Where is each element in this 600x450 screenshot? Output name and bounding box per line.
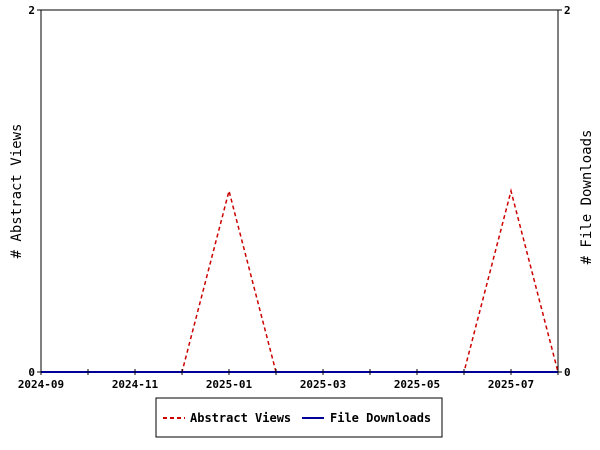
y-axis-title: # Abstract Views (9, 124, 25, 259)
ticks-layer: 2024-09 2024-11 2025-01 2025-03 2025-05 2025-… (18, 4, 571, 391)
y2-axis-title: # File Downloads (579, 130, 595, 265)
x-tick-label: 2025-03 (300, 378, 346, 391)
x-tick-label: 2025-05 (394, 378, 440, 391)
y-tick-label: 2 (28, 4, 35, 17)
legend-label-abstract-views: Abstract Views (190, 411, 291, 425)
series-layer (41, 188, 559, 373)
y-tick-label: 0 (28, 366, 35, 379)
x-tick-label: 2024-11 (112, 378, 159, 391)
legend-box (155, 397, 443, 438)
plot-frame (40, 9, 559, 373)
y2-tick-label: 0 (564, 366, 571, 379)
x-tick-label: 2025-01 (206, 378, 253, 391)
legend: Abstract Views File Downloads (155, 397, 443, 438)
legend-label-file-downloads: File Downloads (330, 411, 431, 425)
x-tick-label: 2024-09 (18, 378, 64, 391)
x-tick-label: 2025-07 (488, 378, 534, 391)
y2-tick-label: 2 (564, 4, 571, 17)
plot-area (40, 9, 559, 373)
